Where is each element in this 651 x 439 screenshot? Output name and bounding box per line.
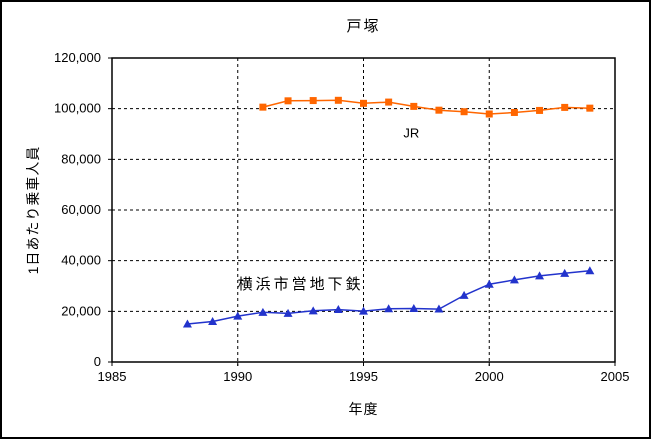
subway-marker-1995 (359, 306, 368, 315)
subway-marker-1992 (283, 308, 293, 317)
jr-marker-1998 (435, 106, 443, 114)
jr-marker-2004 (586, 104, 594, 112)
y-tick-label: 120,000 (54, 50, 101, 65)
jr-series-line (262, 99, 590, 115)
jr-marker-1994 (334, 96, 342, 104)
jr-marker-1991 (259, 103, 267, 111)
x-tick-label: 1990 (223, 369, 252, 384)
jr-marker-1999 (460, 108, 468, 116)
jr-marker-2003 (561, 103, 569, 111)
subway-marker-2000 (484, 279, 494, 288)
subway-marker-1998 (434, 304, 444, 313)
x-tick-label: 2000 (475, 369, 504, 384)
subway-marker-1990 (233, 311, 243, 320)
jr-marker-1995 (360, 99, 367, 107)
subway-marker-1999 (459, 290, 469, 299)
subway-marker-1991 (258, 307, 268, 316)
jr-marker-1996 (385, 98, 393, 106)
jr-marker-1992 (284, 97, 292, 105)
subway-marker-2004 (585, 266, 595, 275)
subway-marker-1994 (333, 305, 343, 314)
subway-marker-1997 (409, 304, 419, 313)
x-tick-label: 1995 (349, 369, 378, 384)
chart-title: 戸塚 (346, 18, 381, 35)
subway-marker-1996 (384, 304, 394, 313)
y-tick-label: 100,000 (54, 101, 101, 116)
subway-marker-1993 (308, 306, 318, 315)
subway-marker-2003 (560, 268, 570, 277)
y-tick-label: 20,000 (61, 303, 101, 318)
subway-marker-1988 (182, 319, 192, 328)
jr-marker-2000 (485, 110, 493, 118)
jr-marker-2001 (510, 108, 518, 116)
x-tick-label: 1985 (98, 369, 127, 384)
plot-border (111, 57, 616, 363)
series-label-0: JR (403, 126, 419, 141)
subway-marker-1989 (208, 316, 218, 325)
jr-marker-1993 (309, 97, 317, 105)
jr-marker-1997 (410, 102, 418, 110)
y-tick-label: 80,000 (61, 151, 101, 166)
series-label-1: 横浜市営地下鉄 (238, 276, 364, 293)
y-tick-label: 40,000 (61, 253, 101, 268)
subway-marker-2001 (509, 275, 519, 284)
subway-marker-2002 (535, 271, 545, 280)
x-axis-title: 年度 (348, 401, 379, 417)
x-tick-label: 2005 (601, 369, 630, 384)
y-tick-label: 60,000 (61, 202, 101, 217)
jr-marker-2002 (536, 106, 544, 114)
y-tick-label: 0 (94, 354, 101, 369)
